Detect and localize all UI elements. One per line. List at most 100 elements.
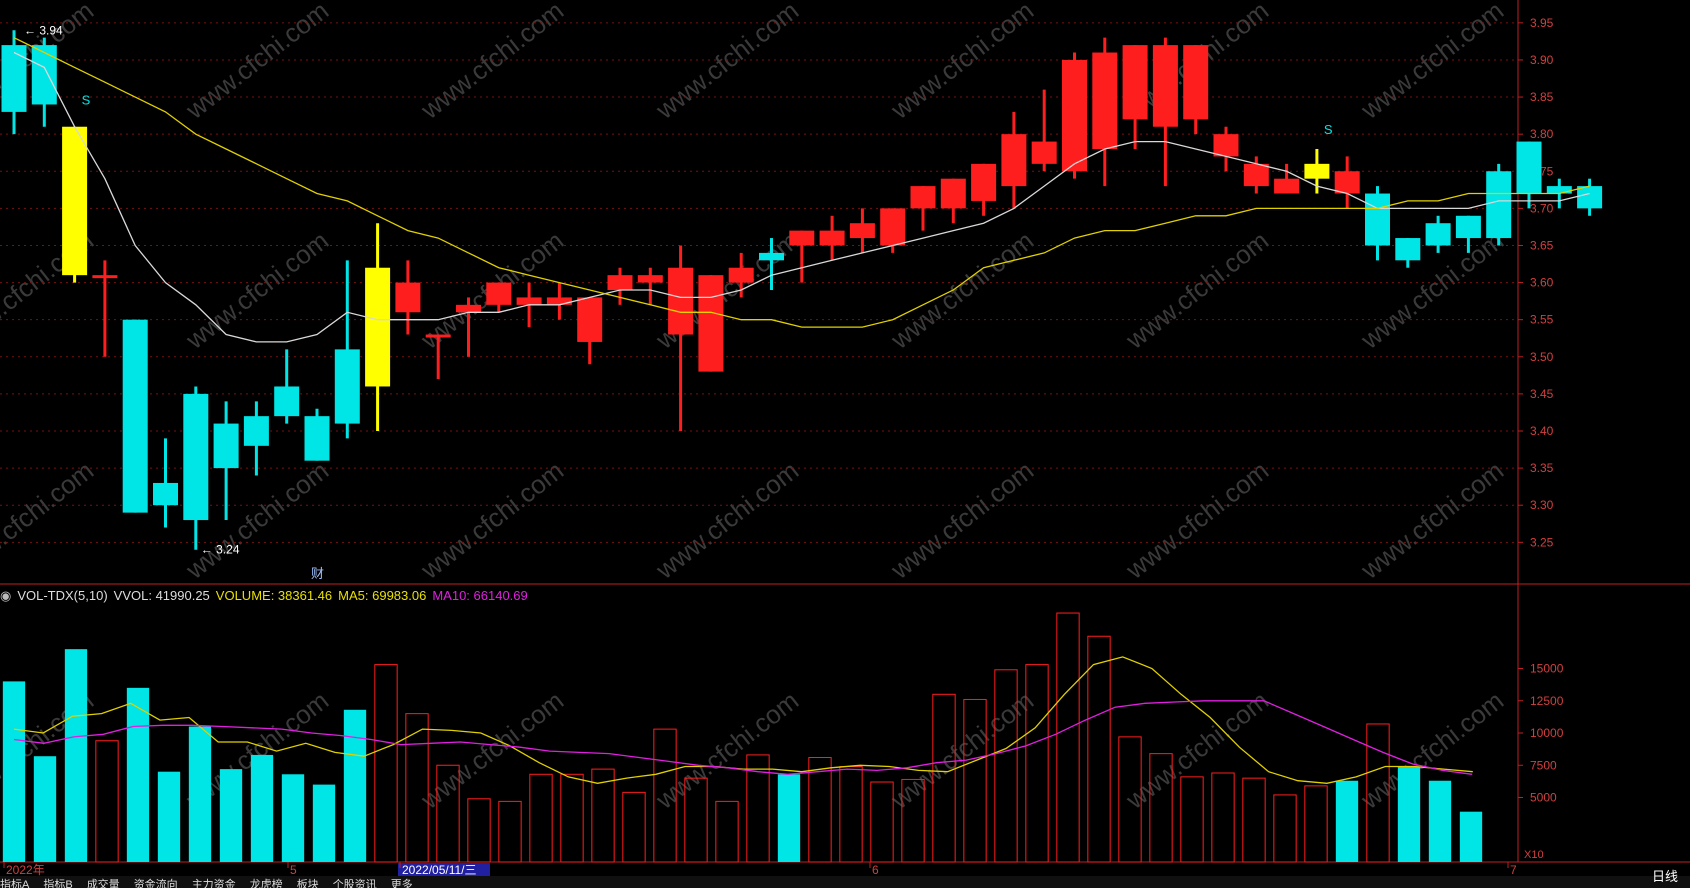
candle xyxy=(1092,37,1118,187)
candle-body xyxy=(546,297,572,305)
indicator-tab[interactable]: 成交量 xyxy=(86,879,120,888)
candle-body xyxy=(304,416,330,461)
indicator-tab[interactable]: 更多 xyxy=(390,879,413,888)
volume-bar xyxy=(250,754,274,862)
indicator-tab[interactable]: 个股资讯 xyxy=(332,879,377,888)
candle xyxy=(577,297,603,365)
candle-body xyxy=(334,349,360,424)
volume-bar xyxy=(219,769,243,862)
volume-bar xyxy=(1087,635,1111,863)
watermark-text: www.cfchi.com xyxy=(884,225,1039,355)
candle xyxy=(365,223,391,431)
candle xyxy=(1031,89,1057,172)
candle-body xyxy=(819,230,845,246)
candle xyxy=(1243,156,1269,194)
candle xyxy=(1213,126,1239,172)
candle-body xyxy=(1546,186,1572,194)
volume-ma10-line xyxy=(13,700,1473,775)
candle xyxy=(334,260,360,439)
price-tick-label: 3.60 xyxy=(1530,276,1554,290)
date-label: 6 xyxy=(872,863,879,877)
candle-body xyxy=(1334,171,1360,194)
volume-bar xyxy=(374,664,398,863)
candle-body xyxy=(1152,45,1178,127)
watermark-text: www.cfchi.com xyxy=(1119,685,1274,815)
volume-bar xyxy=(1304,785,1328,863)
volume-bar xyxy=(436,764,460,863)
price-tick-label: 3.85 xyxy=(1530,90,1554,104)
candle xyxy=(910,186,936,231)
indicator-tab[interactable]: 主力资金 xyxy=(191,879,236,888)
volume-bar xyxy=(1180,776,1204,863)
volume-bar xyxy=(808,757,832,863)
volume-toggle-icon[interactable]: ◉ xyxy=(0,588,12,603)
candle-body xyxy=(425,334,451,338)
period-label[interactable]: 日线 xyxy=(1651,869,1678,884)
volume-bar xyxy=(157,771,181,862)
candle-body xyxy=(698,275,724,372)
indicator-tab[interactable]: 指标B xyxy=(43,879,73,888)
candle xyxy=(1516,141,1542,209)
indicator-tab[interactable]: 资金流向 xyxy=(133,879,178,888)
volume-bar xyxy=(932,693,956,863)
candle-body xyxy=(1213,134,1239,157)
candle-body xyxy=(637,275,663,283)
volume-bar xyxy=(1056,612,1080,863)
candle xyxy=(1334,156,1360,209)
price-tick-label: 3.95 xyxy=(1530,16,1554,30)
candle xyxy=(1395,238,1421,268)
volume-tick-label: 15000 xyxy=(1530,662,1564,676)
candle-body xyxy=(1304,163,1330,179)
candle-body xyxy=(92,275,118,279)
candle-body xyxy=(213,423,239,469)
candle-body xyxy=(1183,45,1209,120)
candle xyxy=(122,319,148,513)
low-price-label: ← 3.24 xyxy=(201,543,240,557)
candle xyxy=(1577,178,1603,216)
watermark-text: www.cfchi.com xyxy=(1354,0,1509,125)
volume-unit-label: X10 xyxy=(1524,849,1544,861)
volume-bar xyxy=(1273,794,1297,863)
candle xyxy=(1183,45,1209,135)
volume-bar xyxy=(622,791,646,863)
watermark-text: www.cfchi.com xyxy=(884,455,1039,585)
vvol-value: VVOL: 41990.25 xyxy=(113,588,210,603)
candle-body xyxy=(577,297,603,342)
candle xyxy=(1,30,27,135)
candle-body xyxy=(607,275,633,290)
watermark-text: www.cfchi.com xyxy=(1354,455,1509,585)
volume-bar xyxy=(715,800,739,863)
selected-date-highlight xyxy=(398,863,490,877)
candle-body xyxy=(910,186,936,209)
candle xyxy=(971,163,997,216)
price-tick-label: 3.35 xyxy=(1530,461,1554,475)
volume-bar xyxy=(33,756,57,862)
volume-bar xyxy=(1459,811,1483,862)
candle-body xyxy=(971,163,997,201)
volume-bar xyxy=(281,774,305,862)
indicator-tab[interactable]: 指标A xyxy=(0,879,30,888)
candle-body xyxy=(849,223,875,239)
candle-body xyxy=(1455,215,1481,239)
volume-bar xyxy=(994,669,1018,863)
candle xyxy=(183,386,209,550)
price-tick-label: 3.45 xyxy=(1530,387,1554,401)
candle-body xyxy=(880,208,906,246)
candle xyxy=(668,245,694,431)
indicator-tab[interactable]: 龙虎榜 xyxy=(249,879,283,888)
sell-signal-label: S xyxy=(1324,122,1333,137)
volume-bar xyxy=(684,777,708,863)
volume-bar xyxy=(467,798,491,863)
candle xyxy=(1152,37,1178,187)
candle xyxy=(1365,186,1390,261)
volume-bar xyxy=(529,773,553,863)
volume-bar xyxy=(653,728,677,863)
indicator-tab[interactable]: 板块 xyxy=(296,879,319,888)
volume-tick-label: 7500 xyxy=(1530,758,1557,772)
volume-bar xyxy=(1366,723,1390,863)
candle xyxy=(92,260,118,357)
candle-body xyxy=(153,482,178,506)
candle xyxy=(940,178,966,224)
candle xyxy=(1486,163,1512,246)
